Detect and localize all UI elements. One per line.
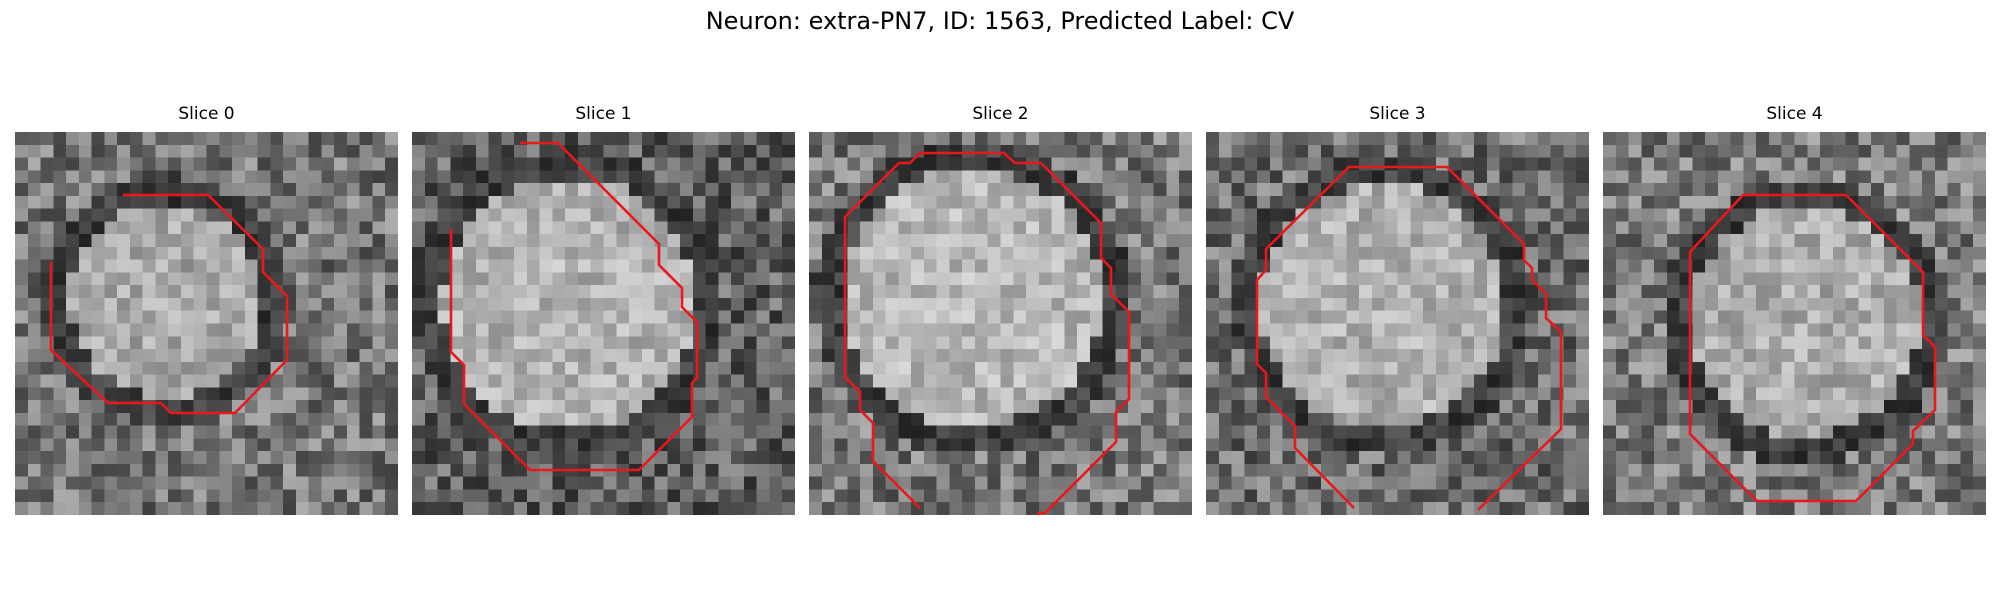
slice-image <box>412 132 795 515</box>
slice-contour-overlay <box>843 151 1131 515</box>
cell-contour <box>49 193 289 415</box>
slice-title: Slice 4 <box>1766 104 1823 124</box>
slice-title: Slice 0 <box>178 104 235 124</box>
slice-image-frame <box>809 132 1192 515</box>
slice-contour-overlay <box>49 193 289 415</box>
slice-panel-2: Slice 2 <box>809 104 1192 515</box>
slice-image-frame <box>15 132 398 515</box>
cell-contour <box>1255 165 1563 511</box>
slice-panel-1: Slice 1 <box>412 104 795 515</box>
slice-panel-3: Slice 3 <box>1206 104 1589 515</box>
slice-panel-4: Slice 4 <box>1603 104 1986 515</box>
cell-contour <box>449 141 699 472</box>
slice-image-frame <box>412 132 795 515</box>
figure-title: Neuron: extra-PN7, ID: 1563, Predicted L… <box>705 7 1295 35</box>
cell-contour <box>1688 193 1937 503</box>
slice-image <box>1206 132 1589 515</box>
slice-contour-overlay <box>1255 165 1563 511</box>
slice-title: Slice 3 <box>1369 104 1426 124</box>
slice-panel-0: Slice 0 <box>15 104 398 515</box>
slice-contour-overlay <box>1688 193 1937 503</box>
slice-image-frame <box>1603 132 1986 515</box>
slice-title: Slice 1 <box>575 104 632 124</box>
slice-contour-overlay <box>449 141 699 472</box>
slice-title: Slice 2 <box>972 104 1029 124</box>
cell-contour <box>843 151 1131 515</box>
slice-image-frame <box>1206 132 1589 515</box>
